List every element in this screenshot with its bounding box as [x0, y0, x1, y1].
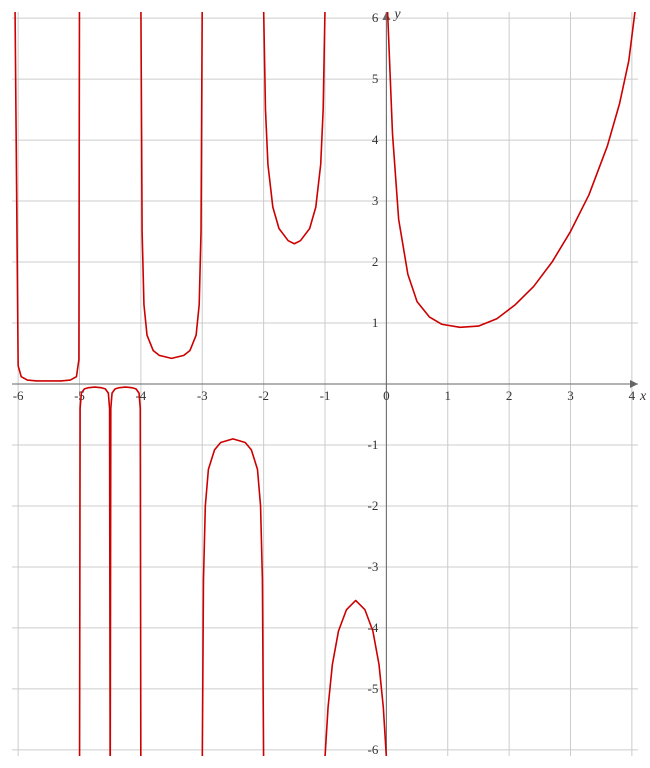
y-tick-label: -3	[368, 559, 379, 574]
function-plot: -6-5-4-3-2-101234-6-5-4-3-2-1123456xy	[0, 0, 650, 768]
y-tick-label: 6	[372, 10, 379, 25]
y-tick-label: 3	[372, 193, 379, 208]
x-tick-label: 3	[567, 388, 574, 403]
x-tick-label: 2	[506, 388, 513, 403]
y-axis-label: y	[392, 7, 401, 22]
x-tick-label: 1	[444, 388, 451, 403]
y-tick-label: 5	[372, 71, 379, 86]
x-tick-label: -1	[320, 388, 331, 403]
x-tick-label: -2	[258, 388, 269, 403]
x-tick-label: -6	[13, 388, 24, 403]
y-tick-label: -6	[368, 742, 379, 757]
y-tick-label: -2	[368, 498, 379, 513]
y-tick-label: -5	[368, 681, 379, 696]
y-tick-label: 2	[372, 254, 379, 269]
x-tick-label: 4	[629, 388, 636, 403]
x-axis-label: x	[639, 389, 647, 404]
y-tick-label: 1	[372, 315, 379, 330]
y-tick-label: -1	[368, 437, 379, 452]
y-tick-label: 4	[372, 132, 379, 147]
x-tick-label: -3	[197, 388, 208, 403]
plot-svg: -6-5-4-3-2-101234-6-5-4-3-2-1123456xy	[0, 0, 650, 768]
x-tick-label: 0	[383, 388, 390, 403]
